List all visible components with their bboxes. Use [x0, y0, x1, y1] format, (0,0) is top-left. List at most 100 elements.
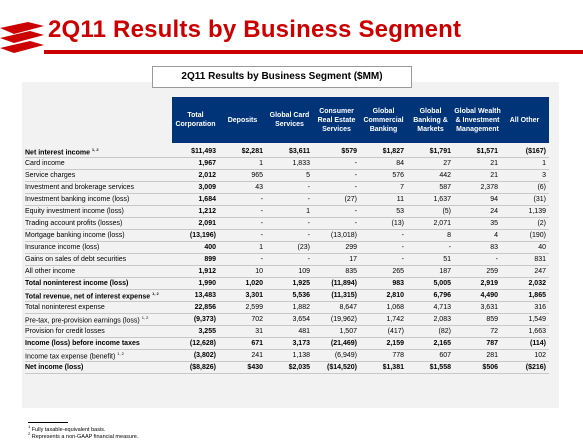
table-cell: - — [219, 253, 266, 266]
row-label: Total noninterest income (loss) — [25, 277, 172, 290]
table-cell: 1,912 — [172, 265, 219, 278]
table-cell: $1,381 — [360, 361, 407, 374]
table-cell: 1 — [501, 157, 549, 170]
table-cell: (9,373) — [172, 313, 219, 326]
footnote-ref: 1, 2 — [152, 290, 159, 296]
table-cell: 259 — [454, 265, 501, 278]
row-label-text: Gains on sales of debt securities — [25, 256, 127, 263]
table-cell: 1,742 — [360, 313, 407, 326]
table-cell: 22,856 — [172, 301, 219, 314]
table-cell: 72 — [454, 325, 501, 338]
table-cell: 5,536 — [266, 289, 313, 302]
table-cell: 2,810 — [360, 289, 407, 302]
title-underline — [44, 50, 583, 54]
table-cell: 5,005 — [407, 277, 454, 290]
table-cell: (13,018) — [313, 229, 360, 242]
footnote-ref: 1, 2 — [91, 146, 99, 152]
row-label: Trading account profits (losses) — [25, 217, 172, 230]
table-cell: 13,483 — [172, 289, 219, 302]
table-cell: (13,196) — [172, 229, 219, 242]
row-label-text: Investment and brokerage services — [25, 184, 134, 191]
table-cell: 109 — [266, 265, 313, 278]
table-cell: $506 — [454, 361, 501, 374]
table-cell: 1 — [219, 241, 266, 254]
table-cell: 576 — [360, 169, 407, 182]
table-cell: 3,631 — [454, 301, 501, 314]
footnote-rule — [28, 422, 68, 423]
row-label: Mortgage banking income (loss) — [25, 229, 172, 242]
table-cell: 965 — [219, 169, 266, 182]
table-cell: (23) — [266, 241, 313, 254]
table-cell: 1,663 — [501, 325, 549, 338]
table-cell: ($8,826) — [172, 361, 219, 374]
table-cell: 11 — [360, 193, 407, 206]
table-cell: 1,020 — [219, 277, 266, 290]
row-label: Insurance income (loss) — [25, 241, 172, 254]
table-cell: (3,802) — [172, 349, 219, 362]
row-label-text: Income tax expense (benefit) — [25, 353, 116, 361]
table-cell: (31) — [501, 193, 549, 206]
table-cell: (190) — [501, 229, 549, 242]
table-cell: (6) — [501, 181, 549, 194]
table-cell: 1,549 — [501, 313, 549, 326]
table-cell: 2,012 — [172, 169, 219, 182]
table-cell: (114) — [501, 337, 549, 350]
table-cell: 1,990 — [172, 277, 219, 290]
table-cell: 187 — [407, 265, 454, 278]
table-cell: 2,165 — [407, 337, 454, 350]
table-row: Card income 1,967 1 1,833-84 27 21 1 — [25, 157, 549, 170]
flag-logo-icon — [0, 22, 44, 53]
table-cell: - — [313, 157, 360, 170]
table-cell: 43 — [219, 181, 266, 194]
table-cell: 27 — [407, 157, 454, 170]
table-cell: (11,894) — [313, 277, 360, 290]
table-cell: 17 — [313, 253, 360, 266]
table-cell: - — [219, 229, 266, 242]
table-cell: 400 — [172, 241, 219, 254]
table-cell: $1,558 — [407, 361, 454, 374]
table-cell: 587 — [407, 181, 454, 194]
table-cell: 3,255 — [172, 325, 219, 338]
table-cell: 102 — [501, 349, 549, 362]
table-cell: 983 — [360, 277, 407, 290]
table-row: Gains on sales of debt securities 899- -17… — [25, 253, 549, 266]
row-label: Gains on sales of debt securities — [25, 253, 172, 266]
table-cell: $1,791 — [407, 146, 454, 158]
table-cell: 316 — [501, 301, 549, 314]
row-label-text: Income (loss) before income taxes — [25, 340, 140, 347]
table-cell: 787 — [454, 337, 501, 350]
footnote-ref: 1, 2 — [141, 314, 149, 320]
table-cell: 8 — [407, 229, 454, 242]
table-cell: 2,159 — [360, 337, 407, 350]
row-label-text: Total revenue, net of interest expense — [25, 293, 151, 301]
row-label-text: Service charges — [25, 172, 76, 179]
row-label: Total noninterest expense — [25, 301, 172, 314]
table-cell: (6,949) — [313, 349, 360, 362]
row-label: All other income — [25, 265, 172, 278]
row-label: Net income (loss) — [25, 361, 172, 374]
table-cell: - — [266, 253, 313, 266]
table-row: Service charges 2,012 965 5-576 442 21 3 — [25, 169, 549, 182]
table-cell: - — [313, 181, 360, 194]
table-row: Mortgage banking income (loss) (13,196) - -… — [25, 229, 549, 242]
row-label-text: Net income (loss) — [25, 364, 84, 371]
footnote-2: 2 Represents a non-GAAP financial measur… — [28, 431, 139, 440]
row-label: Investment and brokerage services — [25, 181, 172, 194]
footnote-1: 1 Fully taxable-equivalent basis. — [28, 424, 106, 433]
table-cell: 1 — [266, 205, 313, 218]
table-cell: (417) — [360, 325, 407, 338]
table-row: Pre-tax, pre-provision earnings (loss) 1… — [25, 313, 549, 326]
table-cell: 2,378 — [454, 181, 501, 194]
row-label-text: Equity investment income (loss) — [25, 208, 124, 215]
table-cell: - — [219, 193, 266, 206]
table-cell: 1,833 — [266, 157, 313, 170]
table-cell: 35 — [454, 217, 501, 230]
table-row: Trading account profits (losses) 2,091- - -… — [25, 217, 549, 230]
table-cell: $1,571 — [454, 146, 501, 158]
table-cell: 51 — [407, 253, 454, 266]
table-cell: 40 — [501, 241, 549, 254]
table-cell: 299 — [313, 241, 360, 254]
table-cell: 265 — [360, 265, 407, 278]
table-row: Net interest income 1, 2 $11,493 $2,281 $3,… — [25, 146, 549, 158]
table-cell: 702 — [219, 313, 266, 326]
